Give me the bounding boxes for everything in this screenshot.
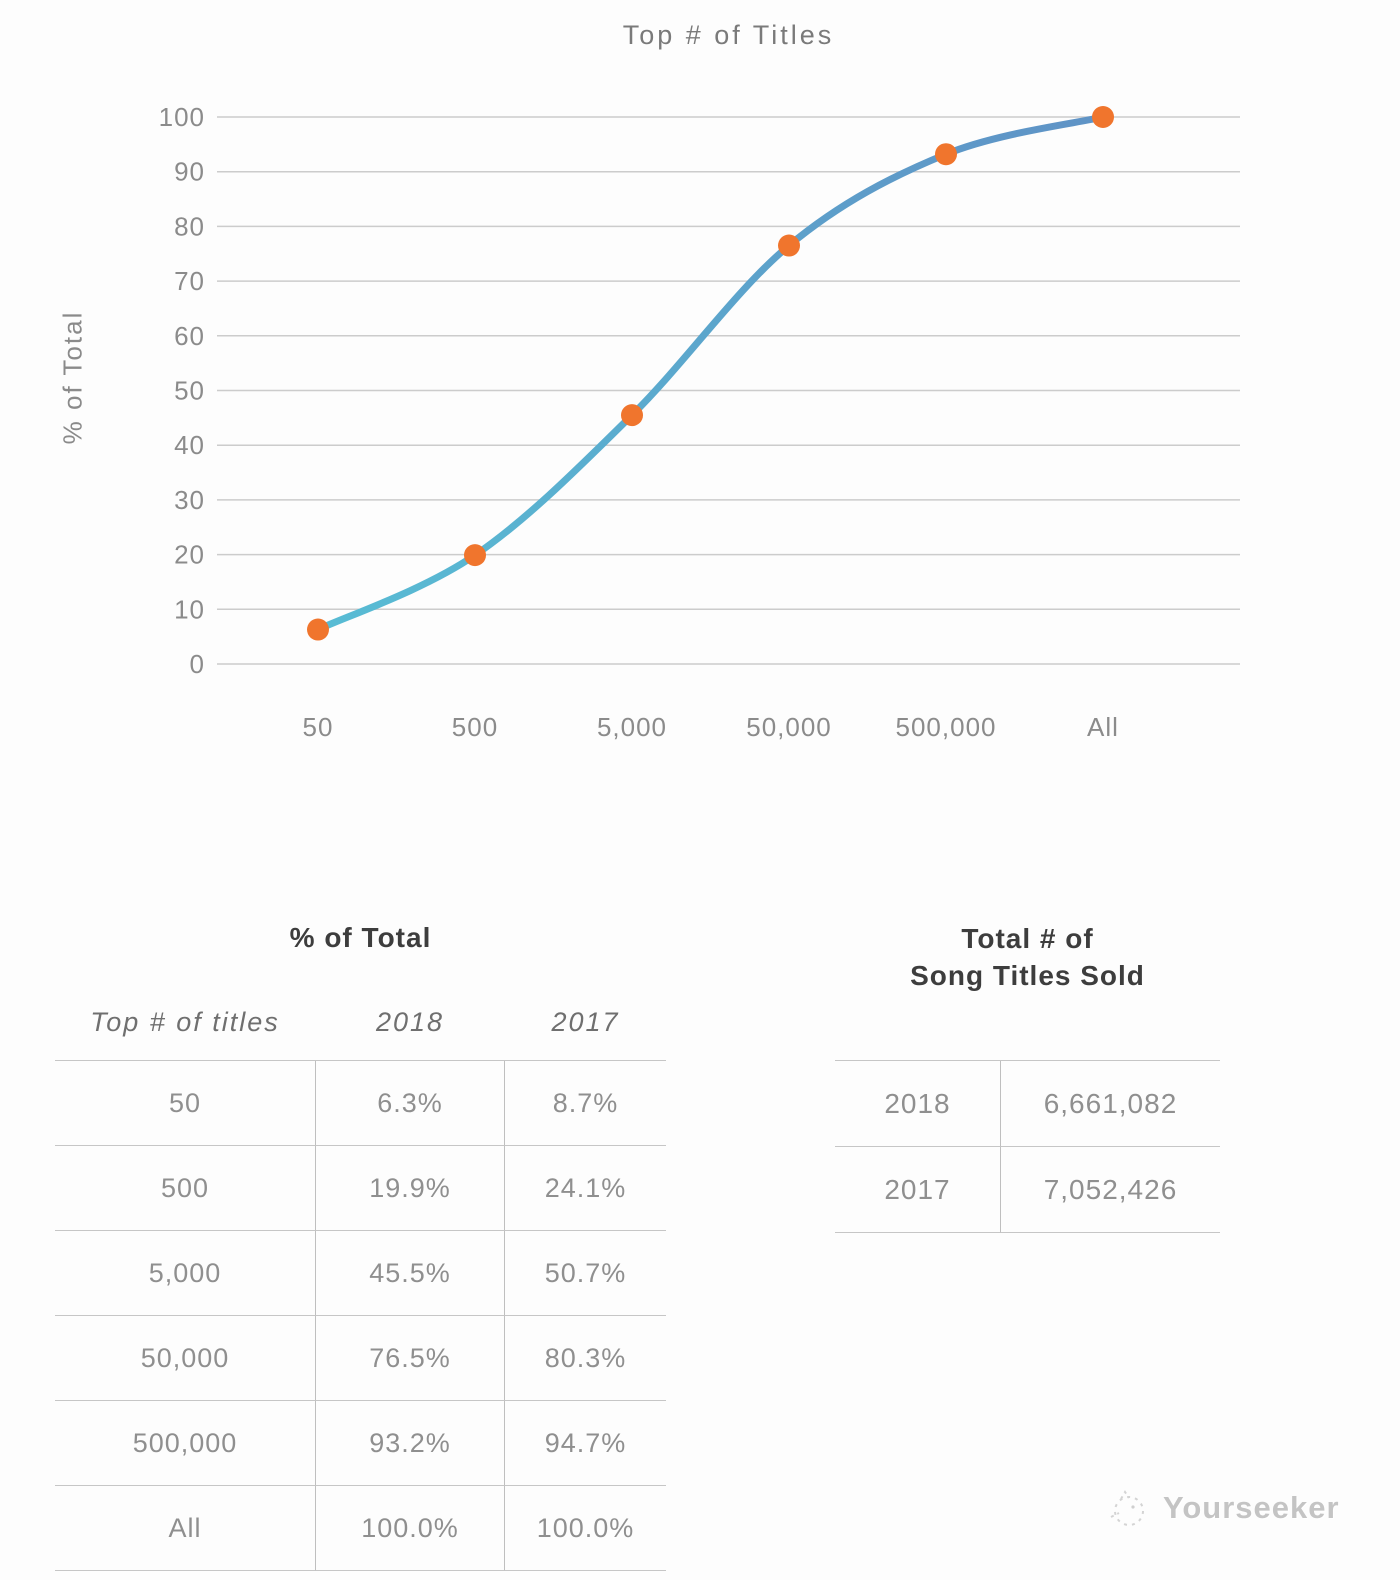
x-tick-label: 500 [452, 712, 498, 742]
table-cell: 50,000 [55, 1316, 315, 1401]
data-point-marker [1092, 106, 1114, 128]
table-cell: 19.9% [315, 1146, 505, 1231]
y-tick-label: 30 [174, 485, 205, 515]
table-cell: 80.3% [505, 1316, 666, 1401]
table-cell: 50.7% [505, 1231, 666, 1316]
x-tick-label: 50,000 [746, 712, 832, 742]
table-cell: 93.2% [315, 1401, 505, 1486]
percent-table-header: Top # of titles 2018 2017 [55, 1000, 666, 1044]
table-cell: 94.7% [505, 1401, 666, 1486]
table-cell: 7,052,426 [1000, 1147, 1220, 1233]
y-tick-label: 10 [174, 594, 205, 624]
table-cell: 24.1% [505, 1146, 666, 1231]
y-tick-label: 40 [174, 430, 205, 460]
percent-table: 50 6.3% 8.7% 500 19.9% 24.1% 5,000 45.5%… [55, 1060, 666, 1571]
sold-table-title: Total # of Song Titles Sold [835, 920, 1220, 994]
sold-table-title-line1: Total # of [961, 923, 1094, 954]
yourseeker-logo-icon [1110, 1490, 1144, 1526]
y-tick-label: 80 [174, 211, 205, 241]
table-cell: 2018 [835, 1061, 1000, 1147]
x-tick-label: 50 [303, 712, 334, 742]
table-cell: 8.7% [505, 1061, 666, 1146]
table-cell: 2017 [835, 1147, 1000, 1233]
table-cell: 6,661,082 [1000, 1061, 1220, 1147]
percent-table-title: % of Total [289, 922, 432, 953]
table-cell: All [55, 1486, 315, 1571]
table-cell: 500,000 [55, 1401, 315, 1486]
table-cell: 50 [55, 1061, 315, 1146]
y-tick-label: 50 [174, 376, 205, 406]
watermark: Yourseeker [1103, 1483, 1340, 1533]
x-tick-label: 500,000 [896, 712, 997, 742]
chart-title: Top # of Titles [622, 20, 835, 50]
table-cell: 100.0% [315, 1486, 505, 1571]
y-tick-label: 20 [174, 540, 205, 570]
sold-table: 2018 6,661,082 2017 7,052,426 [835, 1060, 1220, 1233]
sold-table-title-line2: Song Titles Sold [910, 960, 1145, 991]
table-cell: 100.0% [505, 1486, 666, 1571]
table-cell: 500 [55, 1146, 315, 1231]
y-tick-label: 90 [174, 157, 205, 187]
table-cell: 6.3% [315, 1061, 505, 1146]
percent-table-header-2018: 2018 [375, 1006, 445, 1037]
x-tick-label: 5,000 [597, 712, 667, 742]
x-tick-label: All [1087, 712, 1119, 742]
y-tick-label: 100 [159, 102, 205, 132]
data-point-marker [935, 143, 957, 166]
y-tick-label: 0 [190, 649, 205, 679]
table-cell: 5,000 [55, 1231, 315, 1316]
data-point-marker [464, 544, 486, 567]
data-point-marker [621, 404, 643, 427]
table-cell: 45.5% [315, 1231, 505, 1316]
table-cell: 76.5% [315, 1316, 505, 1401]
line-chart: 0 10 20 30 40 50 60 70 80 90 100 50 500 5,000 50,000 50… [159, 102, 1240, 742]
data-point-marker [778, 234, 800, 257]
series-line [314, 113, 1107, 634]
y-tick-label: 60 [174, 321, 205, 351]
data-point-marker [307, 618, 329, 641]
yourseeker-label: Yourseeker [1163, 1490, 1340, 1525]
percent-table-header-label: Top # of titles [90, 1006, 280, 1037]
percent-table-header-2017: 2017 [551, 1006, 620, 1037]
y-tick-label: 70 [174, 266, 205, 296]
